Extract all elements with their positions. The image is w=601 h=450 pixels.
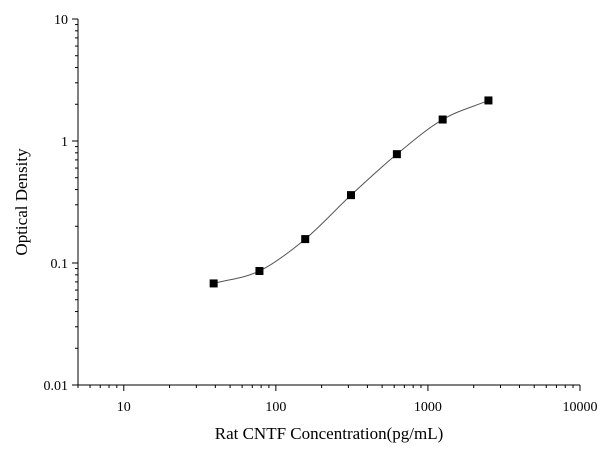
y-tick-label: 0.01 xyxy=(44,379,69,394)
axes: 10 100 1000 10000 0.01 0.1 1 10 xyxy=(44,13,598,415)
x-tick-label: 1000 xyxy=(414,400,442,415)
y-tick-label: 1 xyxy=(61,135,68,150)
y-axis-title: Optical Density xyxy=(12,148,31,256)
data-point xyxy=(438,115,447,124)
x-tick-label: 10 xyxy=(117,400,131,415)
data-point xyxy=(209,279,218,288)
x-tick-label: 100 xyxy=(265,400,286,415)
data-points xyxy=(209,96,493,288)
data-point xyxy=(301,235,310,244)
x-tick-label: 10000 xyxy=(563,400,598,415)
data-point xyxy=(255,266,264,275)
data-point xyxy=(484,96,493,105)
y-tick-label: 0.1 xyxy=(51,257,69,272)
y-tick-label: 10 xyxy=(54,13,68,28)
data-point xyxy=(347,191,356,200)
data-point xyxy=(392,150,401,159)
x-axis-title: Rat CNTF Concentration(pg/mL) xyxy=(215,424,444,443)
